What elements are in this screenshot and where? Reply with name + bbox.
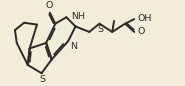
Text: O: O — [138, 27, 145, 36]
Text: S: S — [39, 75, 46, 84]
Text: S: S — [97, 25, 103, 34]
Text: NH: NH — [71, 12, 85, 21]
Text: N: N — [70, 42, 77, 51]
Text: OH: OH — [138, 14, 152, 23]
Text: O: O — [45, 1, 53, 10]
